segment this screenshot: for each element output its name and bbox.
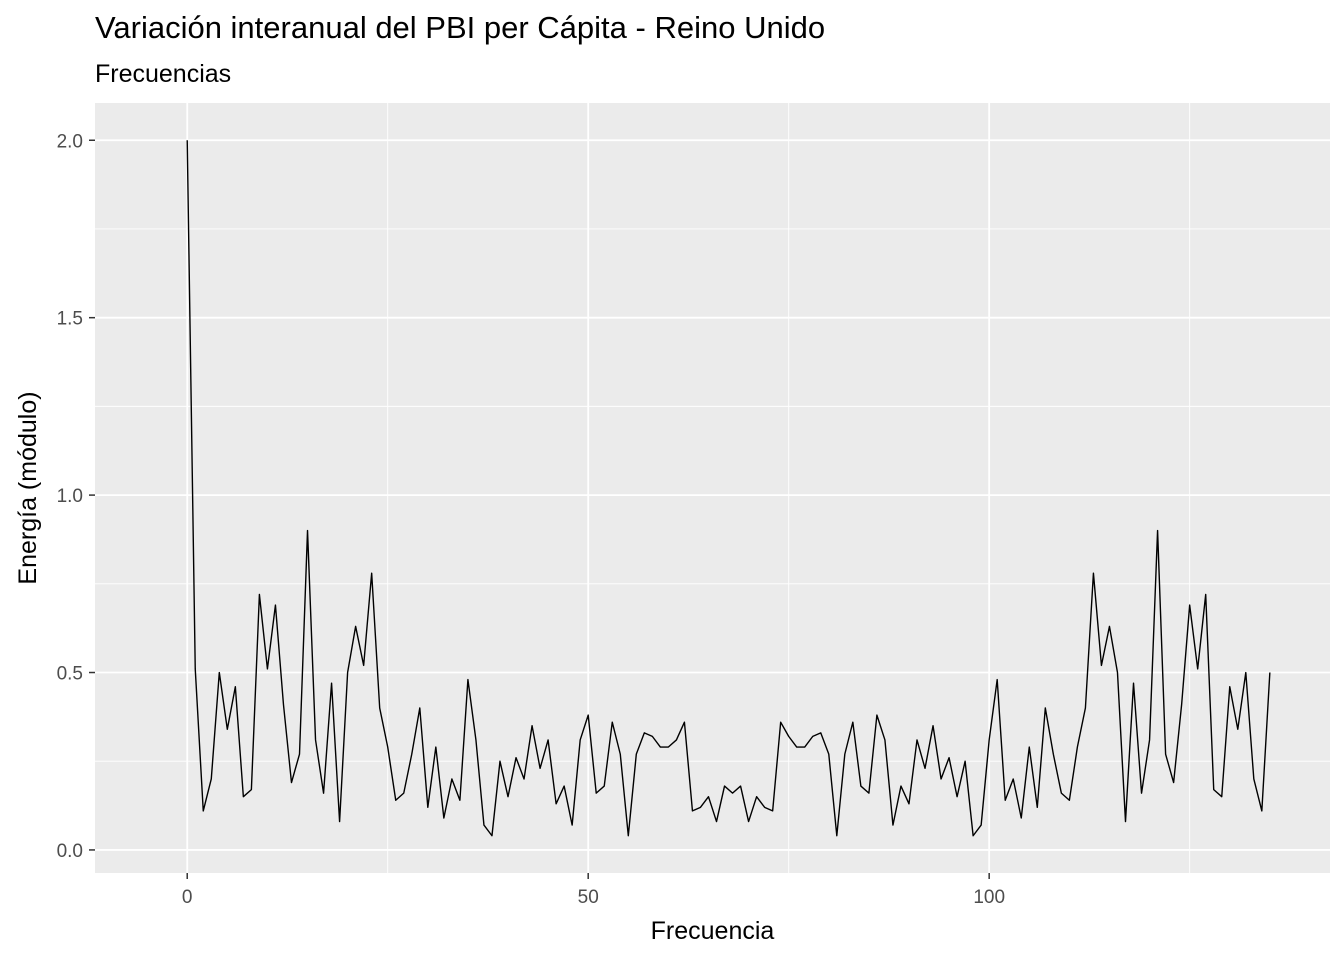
x-tick-label: 0 bbox=[182, 887, 193, 908]
x-tick-label: 50 bbox=[578, 887, 599, 908]
chart-title: Variación interanual del PBI per Cápita … bbox=[95, 10, 826, 45]
major-gridlines bbox=[95, 103, 1330, 873]
series-line bbox=[186, 140, 1271, 837]
y-axis-title: Energía (módulo) bbox=[14, 391, 42, 584]
y-tick-label: 1.5 bbox=[57, 309, 83, 330]
plot-panel bbox=[95, 103, 1330, 873]
x-tick-label: 100 bbox=[973, 887, 1005, 908]
x-axis-title: Frecuencia bbox=[651, 917, 775, 945]
y-tick-label: 1.0 bbox=[57, 486, 83, 507]
chart-subtitle: Frecuencias bbox=[95, 60, 232, 88]
y-tick-label: 0.0 bbox=[57, 841, 83, 862]
y-axis-tick-labels: 0.0 0.5 1.0 1.5 2.0 bbox=[57, 131, 83, 862]
axis-ticks bbox=[89, 139, 990, 879]
x-axis-tick-labels: 0 50 100 bbox=[182, 887, 1005, 908]
minor-gridlines bbox=[95, 103, 1330, 873]
y-tick-label: 2.0 bbox=[57, 131, 83, 152]
y-tick-label: 0.5 bbox=[57, 664, 83, 685]
